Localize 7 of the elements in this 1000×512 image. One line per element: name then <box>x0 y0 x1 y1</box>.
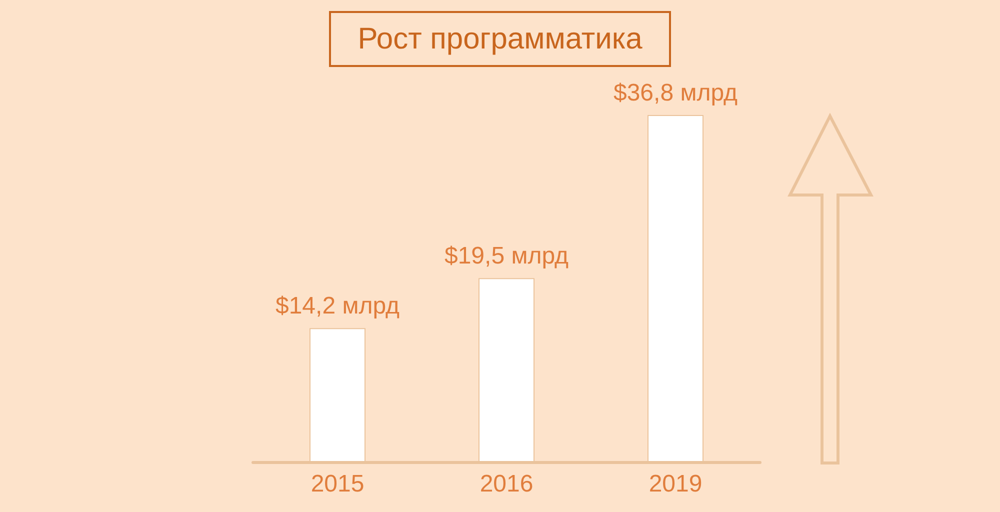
data-label: $36,8 млрд <box>613 80 738 106</box>
chart-title: Рост программатика <box>358 22 643 56</box>
x-tick-label: 2016 <box>480 470 534 498</box>
data-label: $19,5 млрд <box>444 242 569 270</box>
x-tick-label: 2019 <box>648 470 702 498</box>
data-label: $14,2 млрд <box>275 292 400 320</box>
x-tick-label: 2015 <box>310 470 364 498</box>
